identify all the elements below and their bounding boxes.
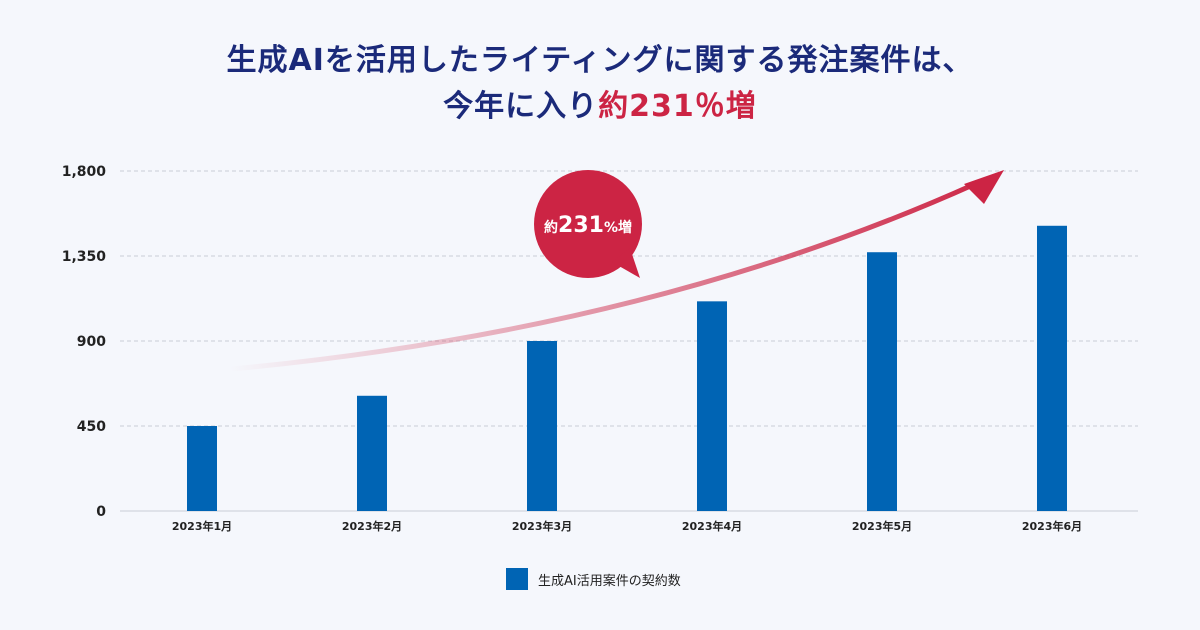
bar: [1037, 225, 1067, 511]
y-tick-label: 450: [77, 419, 106, 435]
bar: [697, 301, 727, 511]
bar: [187, 426, 217, 511]
y-tick-label: 0: [96, 504, 106, 520]
y-tick-label: 1,350: [62, 249, 107, 265]
bar: [527, 341, 557, 511]
x-tick-label: 2023年1月: [172, 519, 232, 533]
annotation-bubble-tail: [612, 248, 640, 278]
y-tick-label: 900: [77, 334, 106, 350]
legend-swatch: [506, 568, 528, 590]
title-highlight: 約231％増: [598, 89, 757, 124]
annotation-prefix: 約: [544, 219, 558, 236]
x-tick-label: 2023年6月: [1022, 519, 1082, 533]
legend-label: 生成AI活用案件の契約数: [538, 573, 681, 589]
x-tick-label: 2023年4月: [682, 519, 742, 533]
x-tick-label: 2023年5月: [852, 519, 912, 533]
title-line-2-prefix: 今年に入り: [443, 89, 599, 124]
y-tick-label: 1,800: [62, 164, 107, 180]
trend-arrow-head: [964, 170, 1004, 204]
title-line-2: 今年に入り約231％増: [0, 84, 1200, 130]
annotation-bubble: [534, 170, 642, 278]
legend: 生成AI活用案件の契約数: [506, 568, 681, 590]
x-tick-label: 2023年3月: [512, 519, 572, 533]
annotation-text: 約231%増: [544, 213, 632, 238]
title-line-1: 生成AIを活用したライティングに関する発注案件は、: [226, 43, 974, 78]
x-tick-label: 2023年2月: [342, 519, 402, 533]
bar: [867, 252, 897, 511]
bar: [357, 395, 387, 511]
annotation-suffix: %増: [604, 219, 632, 236]
trend-arrow-line: [229, 181, 978, 372]
chart-title: 生成AIを活用したライティングに関する発注案件は、 今年に入り約231％増: [0, 38, 1200, 130]
annotation-number: 231: [558, 213, 604, 238]
